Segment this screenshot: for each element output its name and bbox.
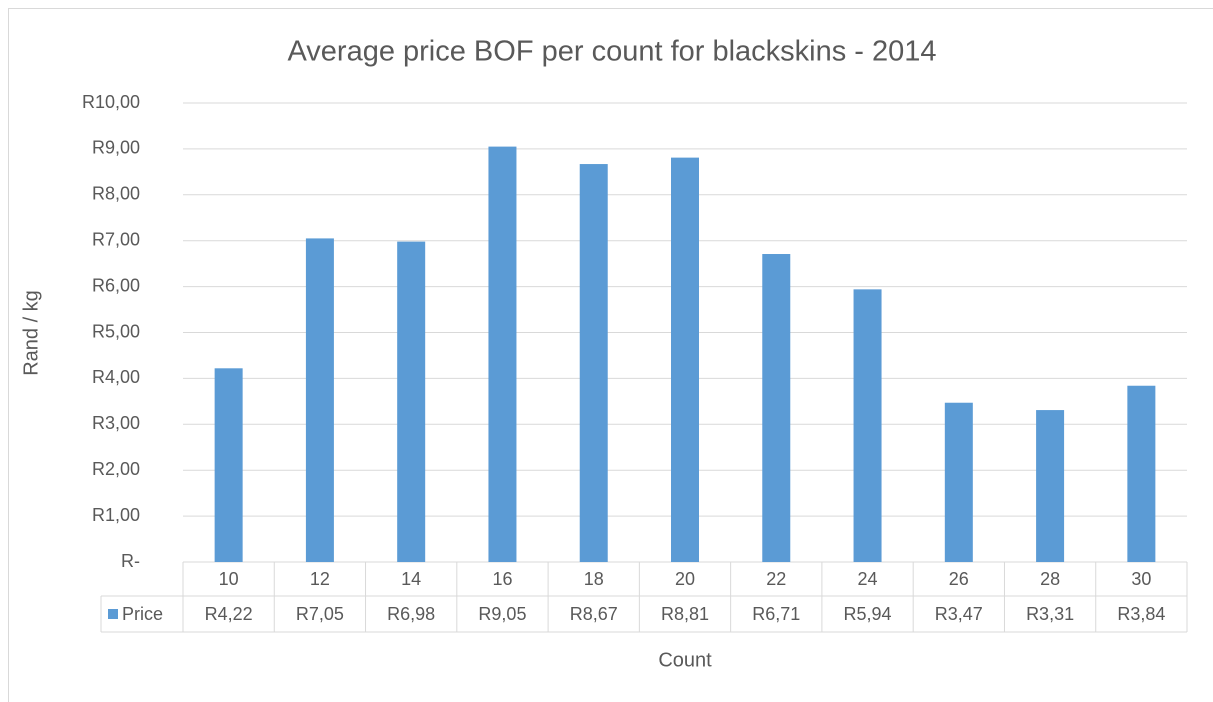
table-value: R4,22 [205,604,253,624]
y-axis-label: Rand / kg [20,290,42,376]
chart-title: Average price BOF per count for blackski… [287,36,936,68]
y-tick-label: R- [121,551,140,571]
chart-border [8,8,1213,702]
bar [397,241,426,563]
bar [944,402,973,562]
x-tick-label: 10 [219,569,239,589]
table-value: R3,84 [1117,604,1165,624]
x-axis-label: Count [658,649,712,671]
bar [488,146,517,563]
x-tick-label: 24 [858,569,878,589]
x-tick-label: 26 [949,569,969,589]
y-tick-label: R4,00 [92,367,140,387]
legend-key [108,609,118,619]
bar [853,289,882,562]
table-value: R5,94 [844,604,892,624]
table-value: R3,47 [935,604,983,624]
y-tick-label: R1,00 [92,505,140,525]
bar [305,238,334,562]
y-tick-label: R8,00 [92,184,140,204]
table-value: R6,98 [387,604,435,624]
table-value: R7,05 [296,604,344,624]
x-tick-label: 22 [766,569,786,589]
x-tick-label: 12 [310,569,330,589]
bar [671,157,699,562]
x-tick-label: 20 [675,569,695,589]
y-tick-label: R9,00 [92,138,140,158]
legend-label: Price [122,604,163,624]
y-tick-label: R10,00 [82,92,140,112]
table-value: R8,81 [661,604,709,624]
y-tick-label: R3,00 [92,413,140,433]
x-tick-label: 28 [1040,569,1060,589]
bar [214,368,243,562]
y-tick-label: R6,00 [92,275,140,295]
bar [1036,410,1065,562]
bar [762,254,791,563]
bar [579,164,608,562]
y-tick-label: R5,00 [92,321,140,341]
x-tick-label: 18 [584,569,604,589]
bar [1127,385,1156,562]
y-tick-label: R7,00 [92,229,140,249]
table-value: R9,05 [478,604,526,624]
x-tick-label: 14 [401,569,421,589]
table-value: R8,67 [570,604,618,624]
x-tick-label: 30 [1131,569,1151,589]
x-tick-label: 16 [492,569,512,589]
y-tick-label: R2,00 [92,459,140,479]
table-value: R3,31 [1026,604,1074,624]
table-value: R6,71 [752,604,800,624]
